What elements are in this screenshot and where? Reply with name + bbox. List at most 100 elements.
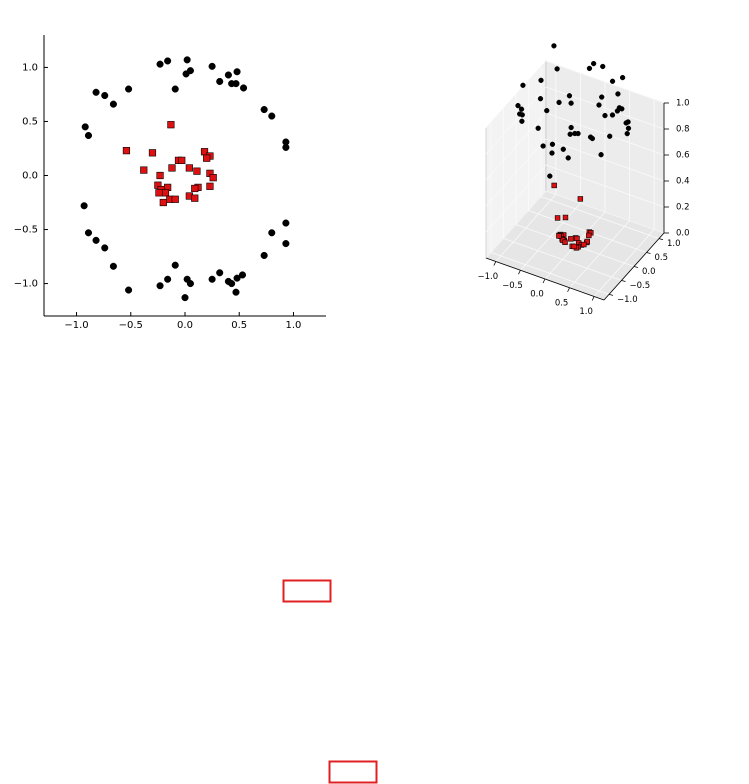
point bbox=[556, 99, 562, 106]
square-point bbox=[562, 214, 569, 221]
square-point bbox=[159, 198, 167, 207]
point bbox=[549, 150, 555, 156]
point bbox=[282, 240, 290, 248]
grid-line bbox=[545, 112, 665, 156]
point bbox=[164, 275, 172, 283]
square-point bbox=[209, 174, 217, 182]
square-point bbox=[155, 189, 163, 197]
point bbox=[171, 85, 179, 93]
x-tick bbox=[493, 261, 497, 266]
point bbox=[84, 131, 93, 140]
point bbox=[568, 100, 574, 106]
point bbox=[619, 106, 625, 112]
grid-line bbox=[545, 138, 665, 182]
point bbox=[232, 80, 240, 88]
point bbox=[125, 286, 133, 294]
point bbox=[238, 271, 247, 279]
point bbox=[560, 146, 566, 152]
point bbox=[567, 131, 573, 137]
z-tick-label: 0.6 bbox=[676, 151, 690, 161]
z-tick-label: 0.4 bbox=[676, 177, 690, 187]
grid-line bbox=[485, 138, 547, 207]
grid-line bbox=[485, 164, 547, 233]
square-point bbox=[586, 232, 592, 239]
square-point bbox=[161, 189, 170, 197]
point bbox=[224, 71, 232, 79]
point bbox=[518, 106, 525, 112]
x-tick-label: 0.5 bbox=[231, 320, 247, 331]
y-tick-label: −1.0 bbox=[617, 295, 638, 305]
point bbox=[625, 119, 631, 125]
point bbox=[535, 125, 541, 131]
point bbox=[233, 68, 241, 76]
point bbox=[208, 275, 216, 283]
point bbox=[260, 106, 268, 114]
y-tick-label: −0.5 bbox=[630, 281, 651, 291]
point bbox=[549, 141, 556, 147]
square-point bbox=[554, 215, 561, 221]
point bbox=[156, 282, 164, 290]
x-tick bbox=[518, 270, 521, 275]
point bbox=[81, 123, 89, 131]
square-point bbox=[191, 194, 199, 202]
point bbox=[586, 65, 593, 72]
point bbox=[183, 56, 191, 64]
z-tick-label: 1.0 bbox=[676, 99, 690, 109]
grid-line bbox=[485, 190, 547, 259]
square-point bbox=[584, 238, 590, 245]
point bbox=[537, 96, 544, 102]
y-tick-label: −1.0 bbox=[14, 279, 38, 290]
point bbox=[282, 219, 290, 227]
point bbox=[600, 63, 606, 70]
square-point bbox=[551, 182, 557, 189]
point bbox=[233, 274, 241, 282]
square-point bbox=[193, 167, 201, 175]
point bbox=[544, 107, 550, 114]
point bbox=[216, 77, 224, 86]
point bbox=[538, 77, 544, 83]
point bbox=[589, 135, 596, 142]
y-tick bbox=[633, 266, 639, 268]
point bbox=[186, 67, 194, 75]
point bbox=[590, 60, 597, 67]
highlight-box bbox=[328, 760, 378, 784]
point bbox=[268, 112, 276, 120]
point bbox=[624, 130, 630, 137]
y-tick-label: 0.0 bbox=[22, 171, 38, 182]
point bbox=[109, 262, 117, 270]
grid-line bbox=[503, 238, 622, 281]
x-tick-label: 0.5 bbox=[555, 298, 569, 308]
square-point bbox=[156, 171, 164, 180]
grid-line bbox=[485, 86, 547, 155]
point bbox=[240, 84, 248, 92]
z-tick-label: 0.2 bbox=[676, 203, 690, 213]
point bbox=[517, 111, 523, 117]
grid-line bbox=[545, 190, 665, 234]
square-point bbox=[571, 243, 577, 250]
square-point bbox=[556, 233, 562, 239]
point bbox=[282, 143, 290, 151]
point bbox=[625, 125, 632, 131]
point bbox=[101, 91, 109, 100]
point bbox=[596, 102, 602, 108]
point bbox=[216, 269, 224, 277]
grid-line bbox=[485, 60, 547, 129]
x-tick-label: −0.5 bbox=[119, 320, 143, 331]
point bbox=[84, 229, 93, 237]
grid-line bbox=[545, 164, 665, 208]
y-axis bbox=[603, 232, 665, 301]
square-point bbox=[568, 236, 574, 242]
square-point bbox=[206, 182, 214, 190]
square-point bbox=[140, 166, 148, 174]
y-tick bbox=[608, 294, 614, 296]
z-tick-label: 0.0 bbox=[676, 229, 690, 239]
highlight-box bbox=[282, 579, 332, 603]
x-tick-label: 0.0 bbox=[530, 290, 544, 300]
point bbox=[619, 74, 626, 81]
point bbox=[181, 294, 189, 302]
x-tick-label: −0.5 bbox=[502, 281, 523, 291]
y-tick bbox=[658, 238, 664, 240]
point bbox=[228, 280, 236, 288]
point bbox=[125, 85, 133, 93]
y-tick-label: 0.0 bbox=[642, 267, 656, 277]
